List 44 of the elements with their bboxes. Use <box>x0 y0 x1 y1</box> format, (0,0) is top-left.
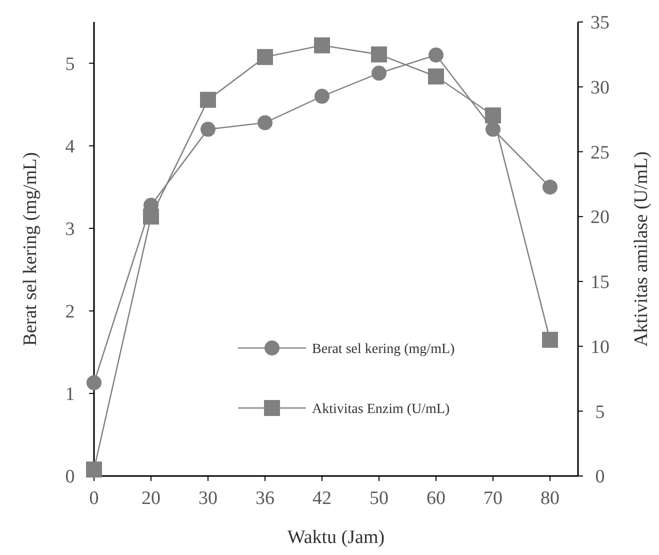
point <box>200 92 216 108</box>
point <box>86 375 102 390</box>
y2-tick-label: 20 <box>590 207 610 228</box>
y-tick-label: 3 <box>65 219 75 240</box>
point <box>86 462 102 478</box>
y2-tick-label: 25 <box>590 142 610 164</box>
x-tick-label: 42 <box>312 488 332 509</box>
y-axis-title: Berat sel kering (mg/mL) <box>20 152 41 346</box>
point <box>372 66 386 81</box>
x-tick-label: 70 <box>484 488 502 509</box>
y-tick-label: 5 <box>65 54 75 75</box>
x-tick-label: 36 <box>256 488 274 509</box>
legend-label: Aktivitas Enzim (U/mL) <box>312 402 450 417</box>
point <box>200 122 216 137</box>
y2-tick-label: 15 <box>590 272 610 294</box>
y-tick-label: 0 <box>65 466 75 488</box>
point <box>542 180 558 195</box>
y2-axis-title: Aktivitas amilase (U/mL) <box>631 151 652 347</box>
legend-label: Berat sel kering (mg/mL) <box>312 342 456 357</box>
point <box>485 107 501 124</box>
y2-tick-label: 5 <box>595 402 605 423</box>
x-tick-label: 30 <box>198 488 218 509</box>
y2-tick-label: 30 <box>590 78 610 99</box>
x-tick-label: 50 <box>370 488 388 509</box>
point <box>258 115 272 130</box>
point <box>428 48 444 63</box>
x-axis-title: Waktu (Jam) <box>287 527 385 548</box>
point <box>143 208 159 225</box>
y-tick-label: 4 <box>65 136 76 158</box>
y-tick-label: 2 <box>65 302 75 323</box>
point <box>371 46 387 62</box>
x-tick-label: 0 <box>89 488 99 509</box>
point <box>542 332 558 348</box>
y2-tick-label: 0 <box>595 466 605 488</box>
point <box>428 68 444 84</box>
x-tick-label: 60 <box>426 488 446 509</box>
point <box>314 37 330 54</box>
y2-tick-label: 35 <box>590 12 610 34</box>
y2-tick-label: 10 <box>590 336 610 358</box>
y-tick-label: 1 <box>65 384 75 406</box>
x-tick-label: 80 <box>540 488 560 509</box>
x-tick-label: 20 <box>142 488 160 509</box>
point <box>314 88 330 104</box>
point <box>257 49 273 66</box>
